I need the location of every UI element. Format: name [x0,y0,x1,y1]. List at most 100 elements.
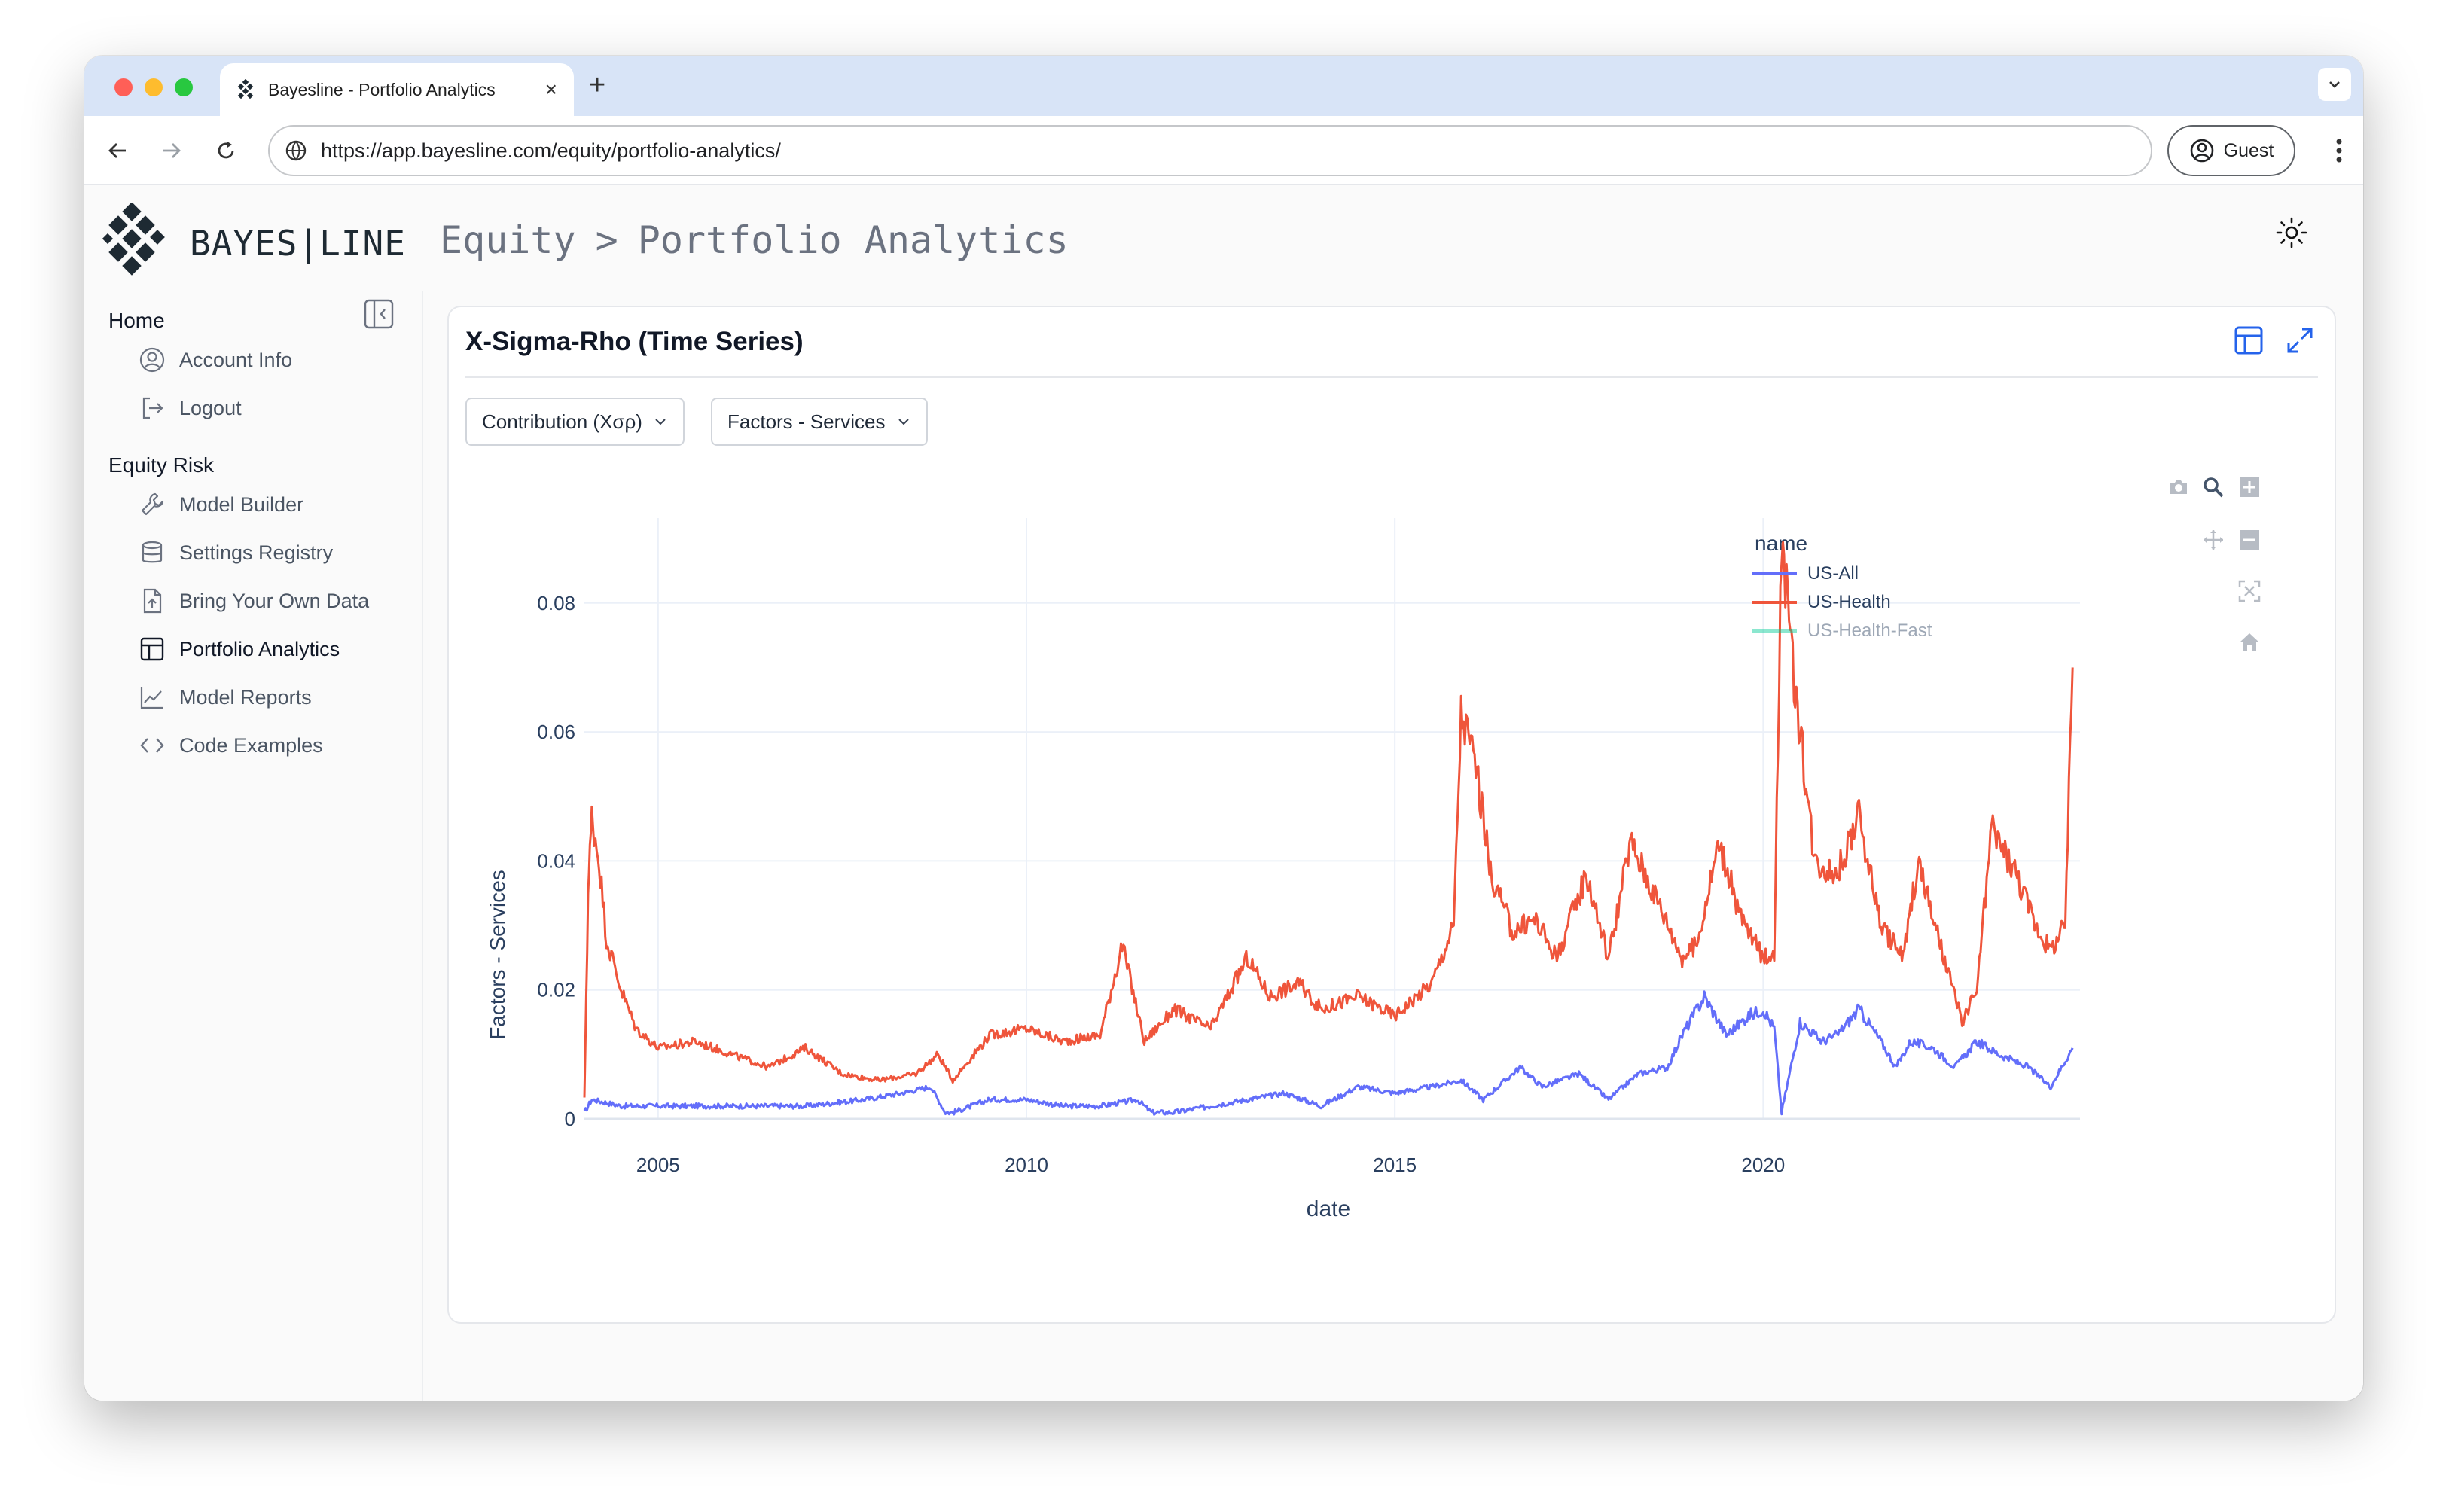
legend-item-us-all[interactable]: US-All [1752,563,1859,584]
table-view-button[interactable] [2231,322,2267,358]
sidebar-item-bring-your-own-data[interactable]: Bring Your Own Data [139,587,369,614]
sidebar-item-label: Logout [179,396,242,419]
address-bar[interactable]: https://app.bayesline.com/equity/portfol… [268,125,2152,176]
breadcrumb-portfolio-analytics: Portfolio Analytics [637,218,1069,262]
sidebar-item-label: Code Examples [179,733,323,757]
reload-icon [218,142,234,159]
sidebar-item-model-builder[interactable]: Model Builder [139,491,303,518]
tab-strip: Bayesline - Portfolio Analytics × + [84,56,2363,116]
autoscale-icon [2238,580,2261,602]
y-tick-label: 0.08 [537,592,575,614]
metric-dropdown-value: Contribution (Xσρ) [482,410,642,433]
zoom-magnifier-icon [2204,477,2224,498]
user-circle-icon [2190,139,2213,163]
minus-square-icon [2240,530,2259,550]
user-circle-icon [139,347,165,373]
database-icon [142,541,163,563]
brand-name[interactable]: BAYES|LINE [190,223,406,264]
arrow-left-icon [108,143,126,158]
file-upload-icon [143,588,162,614]
sidebar-item-logout[interactable]: Logout [139,395,242,422]
minimize-window-button[interactable] [145,78,163,96]
series-line-us-health[interactable] [583,540,2074,1098]
x-tick-label: 2020 [1741,1154,1785,1176]
close-window-button[interactable] [114,78,133,96]
download-png-button[interactable] [2166,474,2191,500]
reload-button[interactable] [209,134,242,167]
logout-icon [142,397,163,419]
sidebar-item-account-info[interactable]: Account Info [139,346,292,373]
zoom-out-button[interactable] [2237,527,2262,553]
camera-icon [2170,480,2187,494]
chart-ticks: 2005 2010 2015 2020 0 0.02 0.04 0.06 0.08 [537,592,1785,1176]
expand-icon [2287,328,2313,353]
sidebar-item-settings-registry[interactable]: Settings Registry [139,539,333,566]
y-tick-label: 0.04 [537,849,575,872]
y-axis-label: Factors - Services [486,870,509,1040]
profile-label: Guest [2223,139,2274,161]
autoscale-button[interactable] [2237,578,2262,604]
expand-button[interactable] [2282,322,2318,358]
back-button[interactable] [101,134,134,167]
zoom-in-button[interactable] [2237,474,2262,500]
browser-toolbar: https://app.bayesline.com/equity/portfol… [84,116,2363,185]
kebab-menu-icon [2336,139,2342,163]
sidebar: Home Account Info Logout Equity Risk Mod… [84,291,423,1401]
metric-dropdown[interactable]: Contribution (Xσρ) [465,398,685,446]
card-title: X-Sigma-Rho (Time Series) [465,327,804,356]
chart-modebar [2166,474,2316,655]
sidebar-item-label: Model Reports [179,685,312,709]
theme-toggle-sun-icon[interactable] [2274,215,2309,250]
wrench-icon [141,492,164,516]
legend-title: name [1755,532,1808,555]
legend-item-us-health[interactable]: US-Health [1752,592,1891,613]
series-line-us-all[interactable] [583,990,2074,1116]
url-text[interactable]: https://app.bayesline.com/equity/portfol… [321,139,781,162]
card-divider [465,376,2318,378]
xsigmarho-card: X-Sigma-Rho (Time Series) Contribution (… [447,306,2336,1324]
arrow-right-icon [163,143,181,158]
pan-button[interactable] [2200,527,2226,553]
breadcrumb-separator: > [595,218,618,262]
browser-tab[interactable]: Bayesline - Portfolio Analytics × [220,63,574,116]
tab-search-button[interactable] [2318,68,2351,101]
sidebar-section-equity-risk: Equity Risk [108,453,215,477]
legend-swatch [1752,601,1797,604]
x-tick-label: 2015 [1373,1154,1417,1176]
tab-close-icon[interactable]: × [544,78,557,101]
zoom-button[interactable] [2200,474,2226,500]
bayesline-logo-icon[interactable] [102,203,166,276]
app-page: BAYES|LINE Equity > Portfolio Analytics Ho… [84,185,2363,1401]
legend-label: US-All [1807,563,1859,584]
reset-axes-button[interactable] [2237,629,2262,655]
browser-menu-button[interactable] [2335,137,2344,168]
y-tick-label: 0.02 [537,979,575,1001]
sidebar-item-label: Settings Registry [179,541,334,564]
new-tab-button[interactable]: + [589,69,606,101]
group-dropdown-value: Factors - Services [727,410,886,433]
x-tick-label: 2010 [1005,1154,1048,1176]
sidebar-item-model-reports[interactable]: Model Reports [139,684,312,711]
move-arrows-icon [2204,530,2223,550]
bayesline-favicon-icon [237,79,254,99]
line-chart[interactable]: 2005 2010 2015 2020 0 0.02 0.04 0.06 0.08 date F… [449,307,2338,1325]
site-info-icon[interactable] [285,139,307,162]
chart-grid [584,518,2080,1120]
card-actions [2231,322,2318,358]
plus-square-icon [2240,477,2259,497]
collapse-sidebar-icon[interactable] [363,298,395,330]
forward-button[interactable] [155,134,188,167]
legend-swatch [1752,629,1797,633]
group-dropdown[interactable]: Factors - Services [711,398,928,446]
profile-button[interactable]: Guest [2167,125,2295,176]
sidebar-item-portfolio-analytics[interactable]: Portfolio Analytics [139,636,340,663]
legend-item-us-health-fast[interactable]: US-Health-Fast [1752,620,1941,642]
sidebar-item-label: Model Builder [179,492,304,516]
legend-swatch [1752,572,1797,575]
sidebar-item-code-examples[interactable]: Code Examples [139,732,323,759]
x-tick-label: 2005 [636,1154,680,1176]
breadcrumb-equity[interactable]: Equity [440,218,576,262]
zoom-window-button[interactable] [175,78,193,96]
sidebar-item-label: Account Info [179,348,293,371]
home-icon [2240,633,2259,651]
